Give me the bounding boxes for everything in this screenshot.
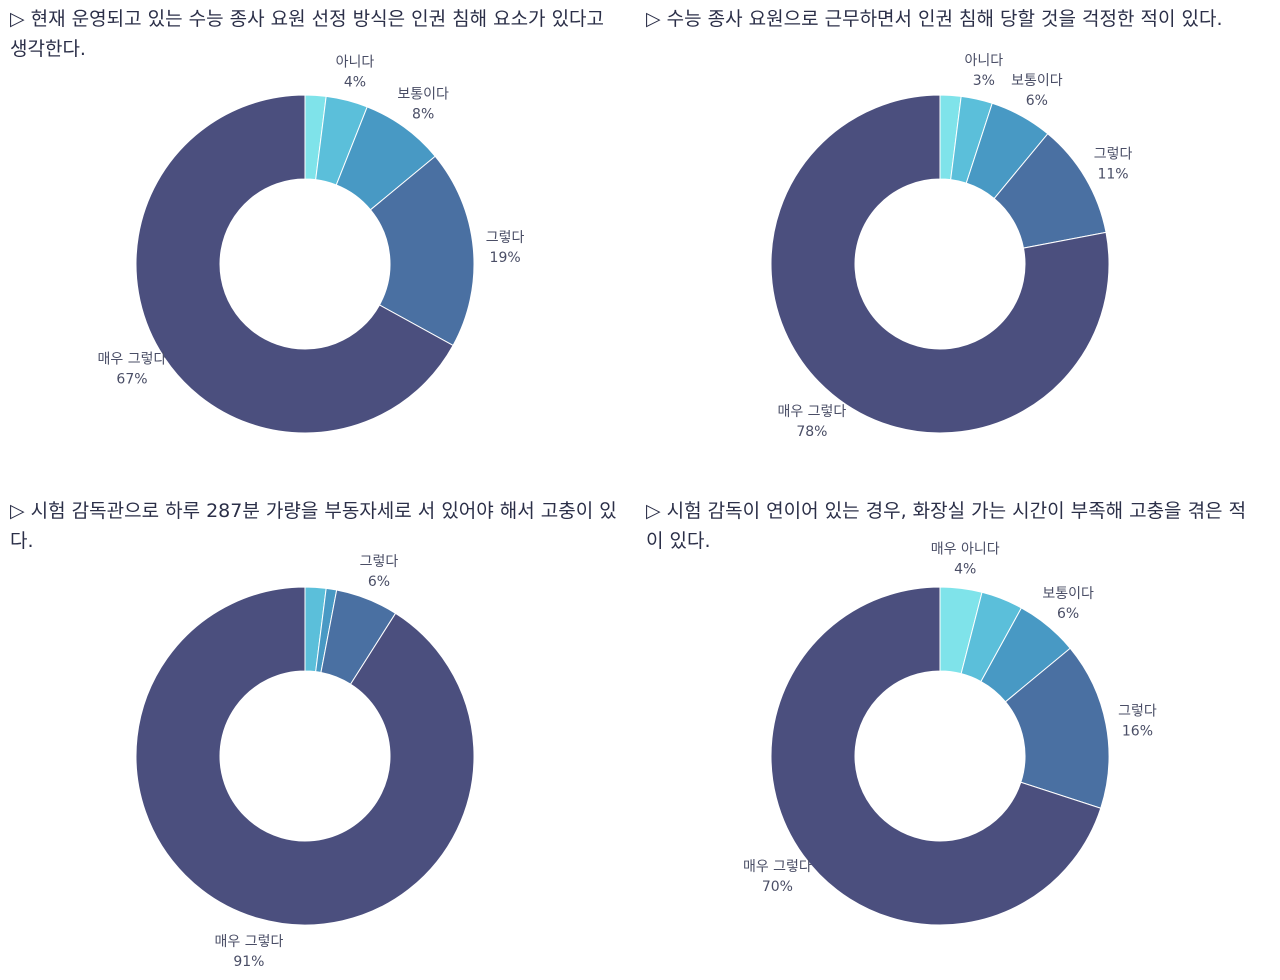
chart-panel-2: ▷ 수능 종사 요원으로 근무하면서 인권 침해 당할 것을 걱정한 적이 있다… bbox=[636, 0, 1266, 480]
slice-value-label: 6% bbox=[1057, 606, 1079, 622]
slice-value-label: 16% bbox=[1122, 723, 1153, 739]
chart-title: ▷ 수능 종사 요원으로 근무하면서 인권 침해 당할 것을 걱정한 적이 있다… bbox=[646, 8, 1223, 30]
slice-value-label: 6% bbox=[1026, 93, 1048, 109]
chart-title: ▷ 현재 운영되고 있는 수능 종사 요원 선정 방식은 인권 침해 요소가 있… bbox=[10, 8, 605, 60]
slice-label: 매우 그렇다 bbox=[743, 859, 812, 875]
slice-value-label: 70% bbox=[762, 879, 793, 895]
chart-panel-1: ▷ 현재 운영되고 있는 수능 종사 요원 선정 방식은 인권 침해 요소가 있… bbox=[0, 0, 630, 480]
slice-value-label: 4% bbox=[954, 562, 976, 578]
slice-value-label: 67% bbox=[116, 371, 147, 387]
slice-label: 그렇다 bbox=[360, 554, 399, 570]
slice-label: 그렇다 bbox=[1094, 147, 1133, 163]
slice-label: 아니다 bbox=[336, 54, 375, 70]
slice-value-label: 19% bbox=[490, 250, 521, 266]
donut-slice bbox=[770, 94, 1110, 434]
slice-value-label: 8% bbox=[412, 106, 434, 122]
donut-slice bbox=[369, 155, 475, 347]
slice-value-label: 4% bbox=[344, 74, 366, 90]
slice-label: 매우 아니다 bbox=[931, 542, 1000, 558]
donut-chart: 매우 아니다 4% 보통이다 6% 그렇다 16% 매우 그렇다 70% bbox=[743, 542, 1157, 926]
donut-slice bbox=[135, 586, 475, 926]
slice-label: 보통이다 bbox=[1042, 586, 1094, 602]
chart-panel-3: ▷ 시험 감독관으로 하루 287분 가량을 부동자세로 서 있어야 해서 고충… bbox=[0, 492, 630, 972]
slice-label: 매우 그렇다 bbox=[98, 351, 167, 367]
slice-label: 매우 그렇다 bbox=[214, 934, 283, 950]
donut-chart: 그렇다 6% 매우 그렇다 91% bbox=[135, 554, 475, 970]
donut-slice bbox=[770, 586, 1102, 926]
slice-label: 보통이다 bbox=[1011, 73, 1063, 89]
chart-title: ▷ 시험 감독관으로 하루 287분 가량을 부동자세로 서 있어야 해서 고충… bbox=[10, 500, 617, 552]
donut-slice bbox=[135, 94, 454, 434]
chart-title: ▷ 시험 감독이 연이어 있는 경우, 화장실 가는 시간이 부족해 고충을 겪… bbox=[646, 500, 1247, 552]
slice-value-label: 11% bbox=[1097, 167, 1128, 183]
donut-chart: 아니다 3% 보통이다 6% 그렇다 11% 매우 그렇다 78% bbox=[770, 53, 1133, 440]
donut-chart: 아니다 4% 보통이다 8% 그렇다 19% 매우 그렇다 67% bbox=[98, 54, 525, 434]
slice-value-label: 3% bbox=[973, 73, 995, 89]
slice-value-label: 91% bbox=[233, 954, 264, 970]
slice-value-label: 78% bbox=[796, 424, 827, 440]
slice-label: 매우 그렇다 bbox=[777, 404, 846, 420]
slice-value-label: 6% bbox=[368, 574, 390, 590]
slice-label: 아니다 bbox=[965, 53, 1004, 69]
slice-label: 그렇다 bbox=[486, 230, 525, 246]
chart-panel-4: ▷ 시험 감독이 연이어 있는 경우, 화장실 가는 시간이 부족해 고충을 겪… bbox=[636, 492, 1266, 972]
slice-label: 보통이다 bbox=[397, 86, 449, 102]
slice-label: 그렇다 bbox=[1118, 703, 1157, 719]
